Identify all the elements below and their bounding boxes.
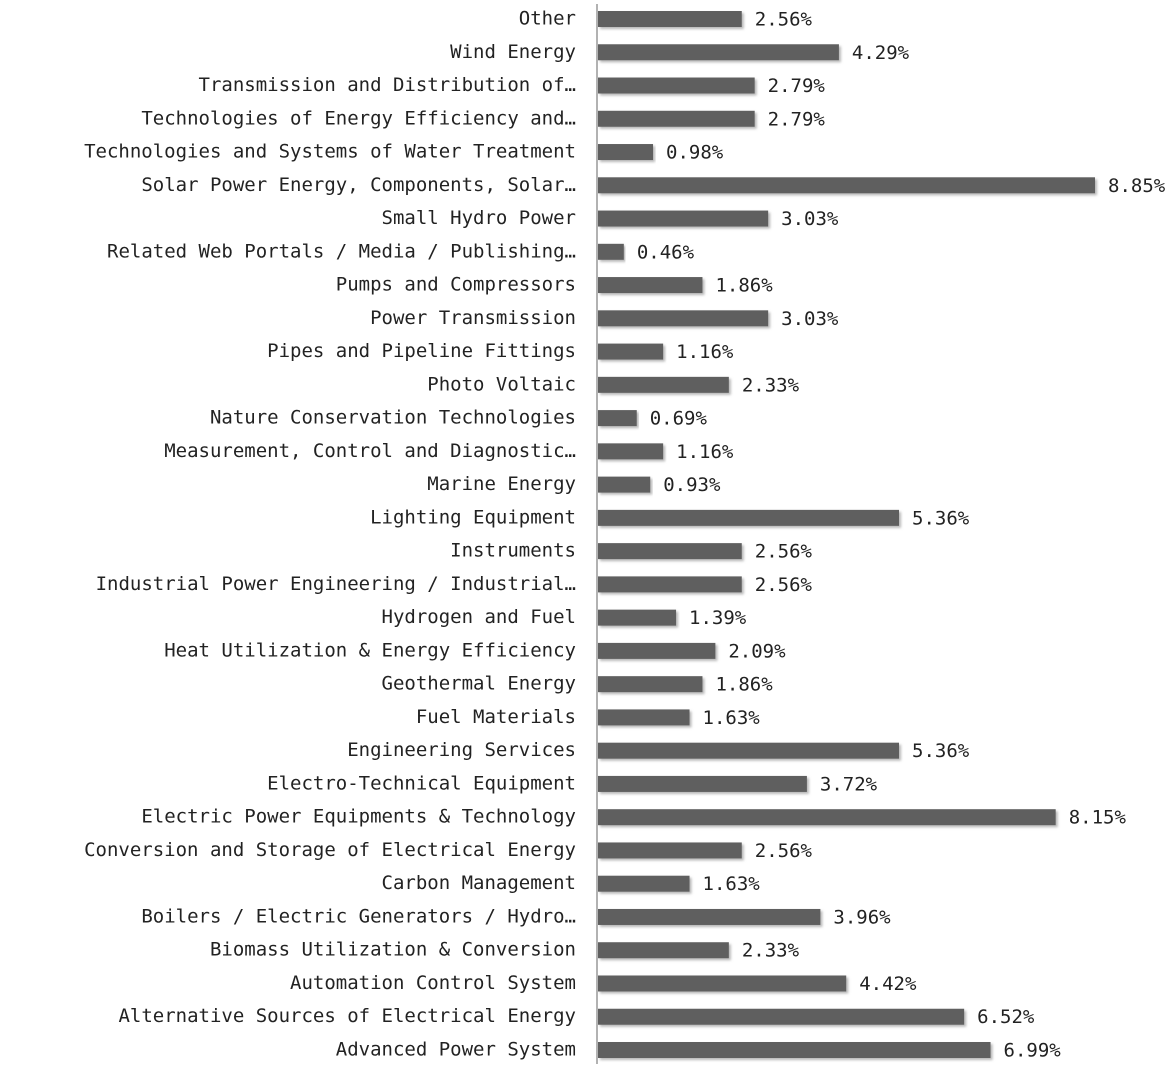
- category-label: Solar Power Energy, Components, Solar…: [141, 174, 576, 196]
- category-label: Measurement, Control and Diagnostic…: [164, 440, 576, 462]
- bar: [598, 609, 677, 626]
- value-label: 8.15%: [1069, 807, 1127, 829]
- category-label: Industrial Power Engineering / Industria…: [96, 573, 576, 595]
- value-label: 2.56%: [755, 574, 813, 596]
- bar: [598, 1008, 965, 1025]
- bar: [598, 277, 703, 294]
- category-label: Hydrogen and Fuel: [382, 606, 576, 628]
- category-label: Transmission and Distribution of…: [199, 74, 577, 96]
- category-label: Heat Utilization & Energy Efficiency: [164, 639, 576, 661]
- bar: [598, 310, 769, 327]
- value-label: 6.52%: [977, 1006, 1035, 1028]
- value-label: 0.93%: [663, 474, 721, 496]
- bar: [598, 376, 729, 393]
- bar: [598, 243, 624, 260]
- value-label: 2.56%: [755, 9, 813, 31]
- value-label: 1.86%: [715, 275, 773, 297]
- value-label: 0.98%: [666, 142, 724, 164]
- category-label: Related Web Portals / Media / Publishing…: [107, 240, 576, 262]
- category-label: Nature Conservation Technologies: [210, 407, 576, 429]
- value-label: 2.33%: [742, 374, 800, 396]
- value-label: 2.79%: [768, 75, 826, 97]
- bar: [598, 44, 839, 61]
- bar: [598, 908, 821, 925]
- value-label: 2.56%: [755, 840, 813, 862]
- category-label: Advanced Power System: [336, 1039, 576, 1061]
- bar: [598, 144, 654, 161]
- category-label: Technologies and Systems of Water Treatm…: [84, 141, 576, 163]
- category-label: Technologies of Energy Efficiency and…: [141, 107, 576, 129]
- value-label: 6.99%: [1004, 1040, 1062, 1062]
- bar: [598, 476, 651, 493]
- bar: [598, 809, 1056, 826]
- category-label: Alternative Sources of Electrical Energy: [118, 1005, 576, 1027]
- bar: [598, 709, 690, 726]
- bar: [598, 443, 664, 460]
- value-label: 3.72%: [820, 773, 878, 795]
- bar: [598, 509, 900, 526]
- bar: [598, 775, 807, 792]
- category-label: Lighting Equipment: [370, 506, 576, 528]
- category-label: Instruments: [450, 540, 576, 562]
- category-label: Biomass Utilization & Conversion: [210, 939, 576, 961]
- category-label: Electric Power Equipments & Technology: [141, 806, 576, 828]
- value-label: 1.63%: [703, 707, 761, 729]
- bar: [598, 676, 703, 693]
- value-label: 8.85%: [1108, 175, 1166, 197]
- category-label: Small Hydro Power: [382, 207, 576, 229]
- value-label: 1.86%: [715, 674, 773, 696]
- bar: [598, 543, 742, 560]
- value-label: 3.03%: [781, 308, 839, 330]
- category-label: Marine Energy: [427, 473, 576, 495]
- bar: [598, 875, 690, 892]
- bar: [598, 642, 716, 659]
- category-label: Conversion and Storage of Electrical Ene…: [84, 839, 576, 861]
- category-label: Photo Voltaic: [427, 373, 576, 395]
- value-label: 4.29%: [852, 42, 910, 64]
- bar: [598, 177, 1095, 194]
- bar: [598, 410, 637, 427]
- value-label: 2.79%: [768, 108, 826, 130]
- bar: [598, 742, 900, 759]
- value-label: 5.36%: [912, 507, 970, 529]
- category-label: Boilers / Electric Generators / Hydro…: [141, 905, 576, 927]
- bar: [598, 210, 769, 227]
- value-label: 3.03%: [781, 208, 839, 230]
- bar: [598, 942, 729, 959]
- category-label: Fuel Materials: [416, 706, 576, 728]
- value-label: 1.39%: [689, 607, 747, 629]
- value-label: 1.63%: [703, 873, 761, 895]
- value-label: 3.96%: [833, 906, 891, 928]
- bar: [598, 11, 742, 27]
- category-label: Engineering Services: [347, 739, 576, 761]
- value-label: 5.36%: [912, 740, 970, 762]
- category-label: Pumps and Compressors: [336, 274, 576, 296]
- category-label: Carbon Management: [382, 872, 576, 894]
- value-label: 4.42%: [859, 973, 917, 995]
- bar: [598, 77, 755, 94]
- category-label: Wind Energy: [450, 41, 576, 63]
- category-label: Electro-Technical Equipment: [267, 772, 576, 794]
- bar: [598, 343, 664, 360]
- value-label: 2.33%: [742, 940, 800, 962]
- bar: [598, 1042, 991, 1058]
- category-label: Geothermal Energy: [382, 673, 576, 695]
- value-label: 2.09%: [728, 640, 786, 662]
- bar: [598, 110, 755, 127]
- category-label: Other: [519, 8, 576, 30]
- category-label: Pipes and Pipeline Fittings: [267, 340, 576, 362]
- bar: [598, 975, 847, 992]
- bar: [598, 576, 742, 593]
- category-label: Power Transmission: [370, 307, 576, 329]
- value-label: 0.69%: [650, 408, 708, 430]
- value-label: 1.16%: [676, 341, 734, 363]
- category-label: Automation Control System: [290, 972, 576, 994]
- value-label: 0.46%: [637, 241, 695, 263]
- value-label: 1.16%: [676, 441, 734, 463]
- value-label: 2.56%: [755, 541, 813, 563]
- bar: [598, 842, 742, 859]
